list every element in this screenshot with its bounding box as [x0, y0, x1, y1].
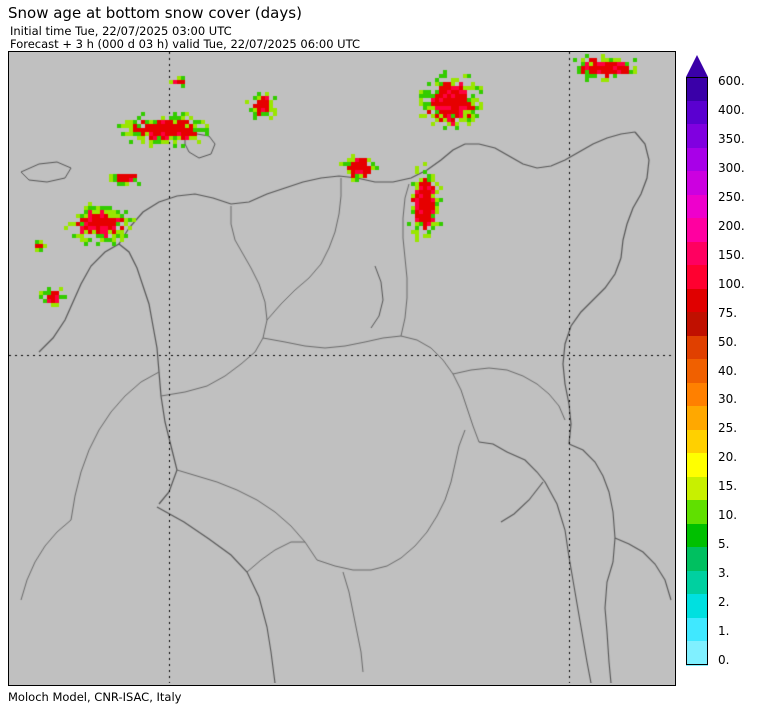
- forecast-valid-label: Forecast + 3 h (000 d 03 h) valid Tue, 2…: [10, 37, 360, 51]
- colorbar-segment: [686, 523, 708, 548]
- initial-time-label: Initial time Tue, 22/07/2025 03:00 UTC: [10, 24, 232, 38]
- colorbar-label: 30.: [718, 392, 738, 407]
- colorbar-segment: [686, 124, 708, 149]
- colorbar-label: 400.: [718, 102, 745, 117]
- colorbar-segment: [686, 476, 708, 501]
- colorbar-segment: [686, 288, 708, 313]
- colorbar-label: 300.: [718, 160, 745, 175]
- colorbar-label: 200.: [718, 218, 745, 233]
- colorbar-segment: [686, 265, 708, 290]
- colorbar-label: 5.: [718, 537, 730, 552]
- colorbar-segment: [686, 335, 708, 360]
- colorbar-label: 50.: [718, 334, 738, 349]
- map-canvas[interactable]: [9, 52, 673, 683]
- colorbar-label: 10.: [718, 508, 738, 523]
- colorbar-label: 150.: [718, 247, 745, 262]
- colorbar-segment: [686, 194, 708, 219]
- colorbar-label: 350.: [718, 131, 745, 146]
- colorbar-label: 2.: [718, 595, 730, 610]
- colorbar-segment: [686, 382, 708, 407]
- colorbar-outline: [686, 77, 708, 665]
- colorbar-segment: [686, 547, 708, 572]
- colorbar-segment: [686, 617, 708, 643]
- model-credit: Moloch Model, CNR-ISAC, Italy: [8, 690, 182, 704]
- colorbar-label: 15.: [718, 479, 738, 494]
- colorbar-label: 20.: [718, 450, 738, 465]
- colorbar-label: 0.: [718, 653, 730, 667]
- colorbar-label: 250.: [718, 189, 745, 204]
- colorbar-segment: [686, 218, 708, 243]
- colorbar-segment: [686, 359, 708, 384]
- colorbar-label: 100.: [718, 276, 745, 291]
- color-scale-legend: 600. 400. 350. 300. 250. 200. 150. 100. 75. 50. 40…: [686, 55, 745, 667]
- colorbar-segment: [686, 100, 708, 125]
- colorbar-label: 600.: [718, 74, 745, 88]
- colorbar-segment: [686, 453, 708, 478]
- colorbar-label: 1.: [718, 624, 730, 639]
- colorbar-segment: [686, 241, 708, 266]
- colorbar-label: 25.: [718, 421, 738, 436]
- colorbar-segment: [686, 594, 708, 619]
- colorbar-segment: [686, 429, 708, 454]
- colorbar-segment: [686, 147, 708, 172]
- page-title: Snow age at bottom snow cover (days): [8, 4, 302, 22]
- colorbar-segment: [686, 312, 708, 337]
- colorbar-segment: [686, 500, 708, 525]
- colorbar-arrow-icon: [686, 55, 708, 77]
- colorbar-segment: [686, 406, 708, 431]
- colorbar-segment: [686, 570, 708, 596]
- colorbar-label: 75.: [718, 305, 738, 320]
- map-frame[interactable]: [8, 51, 676, 686]
- colorbar-label: 3.: [718, 566, 730, 581]
- colorbar-segment: [686, 641, 708, 666]
- colorbar-segment: [686, 77, 708, 102]
- colorbar-segment: [686, 171, 708, 196]
- colorbar-label: 40.: [718, 363, 738, 378]
